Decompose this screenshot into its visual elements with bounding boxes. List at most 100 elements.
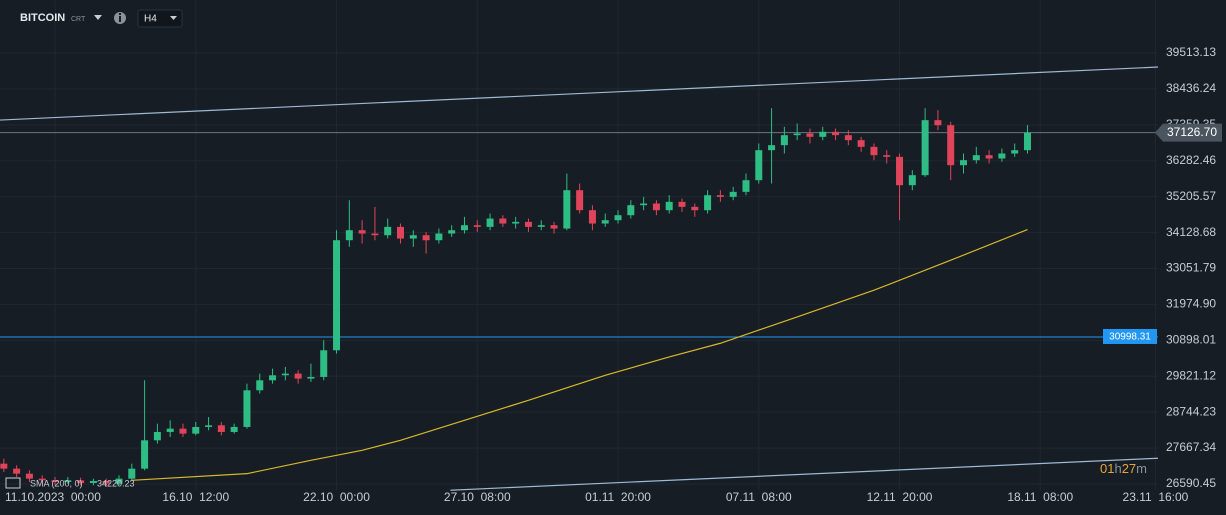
candle-body [0, 463, 8, 469]
candle-body [294, 373, 302, 379]
y-tick-label: 38436.24 [1166, 81, 1216, 95]
x-tick-label: 18.11 08:00 [1007, 490, 1073, 504]
candle-body [832, 131, 840, 136]
candle-body [960, 160, 968, 166]
candle-body [806, 133, 814, 137]
candle-body [652, 203, 660, 211]
timer-part: m [1136, 461, 1147, 476]
price-label: 37126.70 [1167, 125, 1217, 139]
candle-body [409, 235, 417, 239]
timeframe-dropdown [170, 16, 177, 20]
y-tick-label: 33051.79 [1166, 261, 1216, 275]
candle-body [985, 155, 993, 159]
sma-legend-icon [5, 477, 21, 489]
candle-body [460, 225, 468, 231]
candle-body [397, 226, 405, 239]
candle-body [115, 478, 123, 484]
candle-body [128, 468, 136, 479]
candle-body [384, 226, 392, 236]
y-tick-label: 27667.34 [1166, 440, 1216, 454]
candle-body [269, 375, 277, 381]
candle-body [934, 120, 942, 126]
symbol-dropdown[interactable] [94, 15, 102, 20]
candle-body [729, 191, 737, 197]
candle-body [64, 480, 72, 482]
symbol-tag: CRT [71, 16, 86, 23]
candle-body [883, 155, 891, 157]
x-tick-label: 22.10 00:00 [303, 490, 370, 504]
price-label-box [1155, 123, 1222, 142]
candle-body [307, 376, 315, 379]
y-tick-label: 28744.23 [1166, 404, 1216, 418]
candle-body [422, 235, 430, 241]
candle-body [486, 218, 494, 227]
candle-body [256, 380, 264, 391]
candle-body [857, 140, 865, 147]
trend-line [450, 457, 1159, 491]
timer-part: 27 [1122, 461, 1136, 476]
y-tick-label: 30898.01 [1166, 333, 1216, 347]
candle-body [281, 373, 289, 376]
y-tick-label: 36282.46 [1166, 153, 1216, 167]
candle-body [358, 230, 366, 234]
candle-body [755, 150, 763, 181]
candle-body [704, 195, 712, 211]
candle-body [742, 180, 750, 192]
candle-body [166, 428, 174, 432]
y-tick-label: 34128.68 [1166, 225, 1216, 239]
candle-body [89, 480, 97, 483]
candle-body [576, 190, 584, 211]
candle-body [217, 425, 225, 432]
candle-body [51, 480, 59, 482]
candle-body [998, 153, 1006, 159]
candle-body [768, 145, 776, 151]
price-label: 30998.31 [1109, 332, 1151, 343]
candle-body [230, 426, 238, 432]
x-tick-label: 01.11 20:00 [585, 490, 651, 504]
candle-body [793, 133, 801, 136]
x-tick-label: 27.10 08:00 [444, 490, 511, 504]
candle-body [192, 426, 200, 434]
candle-body [333, 240, 341, 351]
trend-line [0, 66, 1159, 121]
y-tick-label: 35205.57 [1166, 189, 1216, 203]
candle-body [588, 210, 596, 224]
candle-body [448, 230, 456, 234]
candle-body [563, 190, 571, 229]
candle-body [844, 135, 852, 141]
plot-area [0, 0, 1159, 491]
toolbar: BITCOIN CRT H4 [20, 9, 183, 28]
y-tick-label: 29821.12 [1166, 368, 1216, 382]
timeframe: H4 [144, 14, 157, 25]
candle-body [627, 205, 635, 216]
candle-body [25, 473, 33, 479]
symbol[interactable]: BITCOIN [20, 12, 65, 24]
info-glyph [119, 13, 121, 15]
candle-body [320, 350, 328, 377]
candle-body [665, 201, 673, 211]
candle-body [921, 120, 929, 176]
candle-body [141, 440, 149, 469]
candle-body [908, 175, 916, 186]
candle-body [972, 155, 980, 161]
candle-body [345, 230, 353, 241]
candle-body [640, 203, 648, 206]
candle-body [1023, 132, 1031, 151]
candle-body [524, 221, 532, 227]
candle-body [243, 390, 251, 427]
x-tick-label: 23.11 16:00 [1123, 490, 1189, 504]
info-glyph [119, 16, 121, 22]
candle-body [601, 220, 609, 224]
sma-legend-value: 34220.23 [97, 478, 135, 488]
y-tick-label: 26590.45 [1166, 476, 1216, 490]
timeframe-select[interactable] [137, 9, 183, 28]
price-label-box [1103, 328, 1157, 344]
candle-body [205, 425, 213, 427]
sma-legend-name: SMA (200, 0) [30, 478, 83, 488]
candle-body [947, 125, 955, 166]
candle-body [179, 428, 187, 434]
candle-body [102, 480, 110, 484]
